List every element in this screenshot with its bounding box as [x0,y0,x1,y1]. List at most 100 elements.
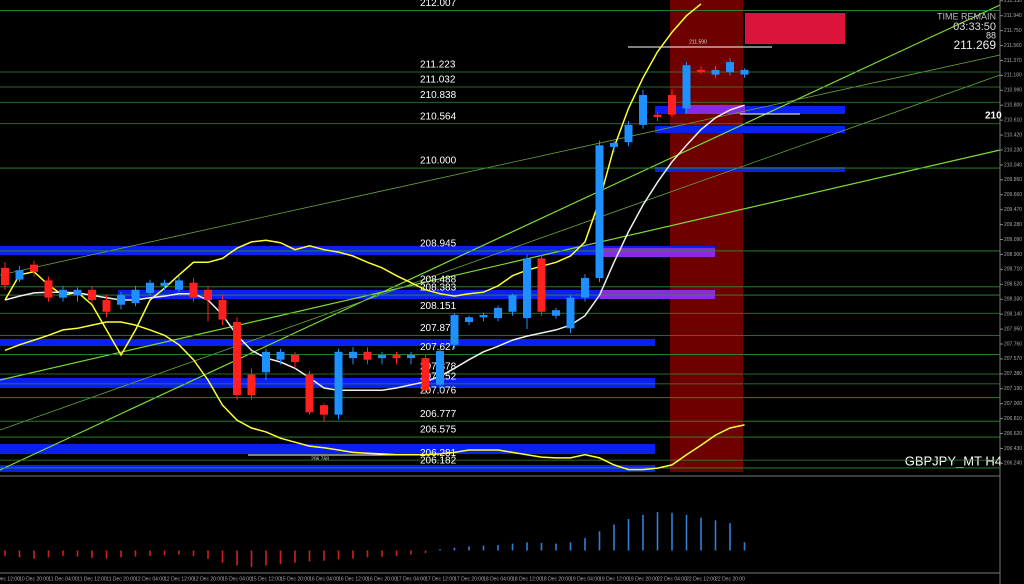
indicator-bar [468,546,470,551]
candle-body [450,314,459,345]
indicator-bar [685,514,688,551]
y-tick-label: 210.990 [1004,88,1022,94]
x-tick-label: 11 Dec 20:00 [106,576,136,582]
info-count: 88 [986,30,996,40]
x-tick-label: 19 Dec 20:00 [628,576,658,582]
x-tick-label: 15 Dec 20:00 [280,576,310,582]
indicator-bar [221,550,224,563]
x-tick-label: 22 Dec 12:00 [686,576,716,582]
indicator-bar [33,550,35,559]
y-tick-label: 207.380 [1004,371,1022,377]
level-label: 208.383 [420,283,457,294]
x-tick-label: 15 Dec 04:00 [222,576,252,582]
candle-body [436,351,444,385]
y-tick-label: 210.800 [1004,103,1022,109]
indicator-bar [627,518,630,551]
y-tick-label: 212.130 [1004,0,1022,4]
candle-body [668,95,676,115]
level-label: 211.032 [420,75,456,86]
layout: 211.590 206.768 210 TIME REMAIN 03:33:50… [0,0,1002,584]
indicator-bar [671,512,673,551]
indicator-bar [729,523,731,551]
candle-body [479,314,488,318]
indicator-bar [18,550,21,558]
y-tick-label: 208.520 [1004,282,1022,288]
candle-body [508,295,517,312]
zone [600,290,715,299]
indicator-bar [381,550,383,557]
x-tick-label: 16 Dec 04:00 [309,576,339,582]
candle-body [334,351,343,415]
candle-body [392,354,401,359]
x-tick-label: 18 Dec 12:00 [512,576,542,582]
annotation: 206.768 [311,456,329,462]
candle-body [305,374,314,413]
trend-line [0,149,1001,381]
indicator-bar [714,520,717,551]
candle-body [189,282,198,298]
indicator-bar [598,531,601,551]
indicator-bar [192,550,195,556]
level-label: 206.182 [420,456,457,467]
candle-body [697,69,705,73]
candle-body [581,278,589,298]
indicator-bar [366,550,369,558]
indicator-bar [613,524,615,551]
y-tick-label: 208.330 [1004,297,1022,303]
zone [0,378,655,388]
level-label: 207.870 [420,323,457,334]
candle-body [1,267,9,286]
candle-body [320,405,328,415]
indicator-bar [337,550,340,560]
indicator-bar [178,550,180,555]
candle-body [15,270,24,280]
candle-body [552,310,560,316]
level-label: 206.777 [420,409,457,420]
x-tick-label: 19 Dec 04:00 [570,576,600,582]
indicator-bar [410,550,412,555]
indicator-bar [308,550,311,562]
indicator-bar [497,544,499,551]
indicator-bar [569,542,572,551]
indicator-bar [279,550,282,565]
indicator-bar [555,543,557,551]
candle-body [537,258,546,312]
x-tick-label: 17 Dec 04:00 [396,576,426,582]
y-tick-label: 209.280 [1004,222,1022,228]
candle-body [421,358,430,391]
level-label: 211.223 [420,60,456,71]
annotation: 210 [985,111,1002,122]
y-tick-label: 209.660 [1004,192,1022,198]
y-tick-label: 206.240 [1004,461,1022,467]
indicator-bar [265,550,267,566]
level-label: 208.151 [420,301,457,312]
candle-body [726,62,734,73]
overlay-line [4,3,702,357]
x-tick-label: 12 Dec 12:00 [164,576,194,582]
y-tick-label: 210.040 [1004,162,1022,168]
y-tick-label: 207.570 [1004,356,1022,362]
indicator-bar [250,550,253,567]
indicator-bar [642,514,644,551]
candle-body [88,289,96,301]
overlay-line [4,104,745,392]
y-tick-label: 206.810 [1004,416,1022,422]
x-tick-label: 18 Dec 20:00 [541,576,571,582]
level-label: 210.838 [420,90,457,101]
y-tick-label: 206.620 [1004,431,1022,437]
info-time: 03:33:50 [953,21,996,33]
x-tick-label: 10 Dec 12:00 [0,576,20,582]
candle-body [218,300,227,320]
y-tick-label: 208.710 [1004,267,1022,273]
y-tick-label: 210.420 [1004,132,1022,138]
indicator-bar [47,550,50,558]
zone [600,248,715,257]
x-tick-label: 17 Dec 12:00 [425,576,455,582]
candle-body [682,65,691,109]
x-tick-label: 17 Dec 20:00 [454,576,484,582]
indicator-bar [584,538,586,551]
candle-body [740,69,749,75]
indicator-bar [294,550,296,563]
annotation: 211.590 [689,39,707,45]
candle-body [146,282,154,293]
